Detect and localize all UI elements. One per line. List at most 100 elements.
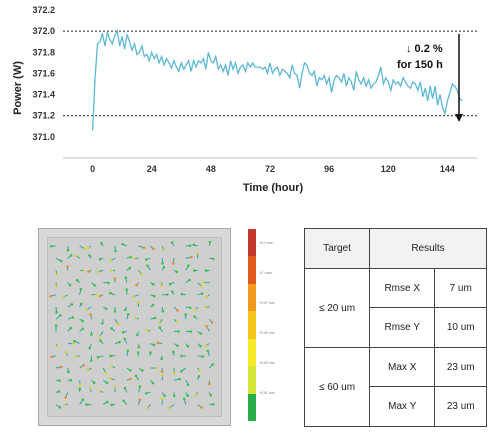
vector-tip — [81, 319, 84, 323]
vector-tip — [138, 385, 142, 388]
vector-tip — [199, 332, 203, 335]
colorbar-label: -0.1 mm — [259, 271, 272, 275]
vector-tip — [114, 249, 117, 253]
y-tick-label: 371.4 — [32, 90, 55, 100]
vector-tip — [83, 247, 86, 250]
vector-tip — [67, 370, 70, 374]
vector-tip — [186, 383, 190, 386]
vector-tip — [136, 333, 139, 337]
vector-tip — [165, 293, 169, 296]
vector-tip — [172, 262, 175, 265]
vector-tip — [180, 370, 183, 373]
vector-tip — [81, 327, 84, 331]
vector-tip — [158, 326, 162, 329]
vector-tip — [151, 282, 155, 286]
vector-tip — [163, 394, 166, 397]
vector-tip — [66, 265, 69, 268]
vector-tip — [110, 269, 113, 273]
vector-tip — [129, 255, 132, 259]
vector-tip — [68, 283, 72, 287]
vector-tip — [155, 366, 158, 370]
vector-tip — [156, 341, 159, 344]
vector-tip — [57, 390, 61, 393]
vector-tip — [205, 295, 208, 299]
vector-tip — [59, 259, 63, 263]
vector-tip — [132, 295, 135, 298]
y-tick-label: 371.8 — [32, 47, 55, 57]
vector-tip — [137, 345, 140, 349]
vector-tip — [206, 349, 210, 353]
vector-tip — [110, 364, 113, 368]
vector-tip — [171, 290, 174, 293]
vector-tip — [209, 394, 213, 397]
vector-tip — [98, 389, 101, 393]
vector-tip — [151, 303, 155, 307]
vector-tip — [113, 309, 117, 313]
vector-tip — [137, 301, 140, 304]
vector-tip — [104, 371, 108, 374]
vector-tip — [54, 324, 58, 327]
vector-tip — [58, 406, 62, 409]
vector-tip — [187, 264, 190, 267]
vector-tip — [118, 340, 121, 344]
metric-label: Max Y — [368, 386, 436, 427]
vector-tip — [70, 303, 74, 306]
header-results: Results — [369, 228, 487, 269]
power-chart: 371.0 371.2 371.4 371.6 371.8 372.0 372.2 0 24 4… — [12, 5, 477, 194]
vector-tip — [79, 287, 83, 291]
vector-field — [49, 240, 215, 410]
vector-tip — [69, 326, 72, 330]
vector-tip — [198, 369, 201, 372]
x-tick-label: 72 — [265, 164, 275, 174]
vector-tip — [153, 316, 157, 320]
vector-tip — [170, 241, 174, 244]
metric-label: Max X — [368, 347, 436, 387]
vector-tip — [78, 387, 82, 391]
vector-tip — [86, 368, 90, 372]
colorbar-label: +0.1 mm — [259, 241, 273, 245]
vector-tip — [175, 270, 178, 274]
vector-tip — [49, 295, 52, 298]
vector-tip — [199, 344, 202, 348]
vector-tip — [93, 284, 97, 287]
vector-tip — [189, 306, 192, 310]
vector-tip — [129, 377, 132, 381]
header-target: Target — [304, 228, 370, 269]
vector-tip — [188, 278, 191, 282]
vector-tip — [92, 381, 96, 385]
vector-tip — [98, 257, 102, 261]
vector-tip — [180, 292, 184, 296]
vector-tip — [194, 393, 198, 397]
vector-tip — [162, 266, 166, 269]
vector-tip — [177, 330, 180, 333]
vector-tip — [122, 399, 125, 403]
vector-tip — [168, 406, 171, 410]
colorbar-segment — [248, 229, 256, 257]
vector-tip — [175, 320, 179, 324]
vector-tip — [188, 244, 192, 247]
vector-tip — [86, 246, 90, 250]
vector-tip — [141, 369, 144, 372]
vector-tip — [190, 255, 193, 259]
vector-tip — [180, 354, 183, 358]
vector-tip — [211, 363, 215, 366]
vector-tip — [161, 374, 164, 377]
vector-tip — [182, 397, 186, 401]
colorbar-segment — [248, 283, 256, 312]
vector-tip — [172, 394, 176, 398]
vector-tip — [201, 355, 205, 358]
reference-lines — [63, 30, 477, 117]
vector-tip — [64, 396, 67, 399]
x-axis-ticks: 0 24 48 72 96 120 144 — [90, 164, 455, 174]
vector-tip — [56, 344, 59, 348]
vector-tip — [98, 294, 102, 298]
vector-tip — [90, 333, 93, 336]
vector-tip — [192, 243, 196, 247]
vector-tip — [105, 400, 109, 404]
vector-tip — [176, 309, 179, 312]
displacement-vector-map — [38, 228, 231, 426]
vector-tip — [95, 293, 98, 296]
vector-tip — [101, 321, 104, 325]
vector-tip — [69, 378, 73, 382]
vector-tip — [178, 377, 181, 381]
